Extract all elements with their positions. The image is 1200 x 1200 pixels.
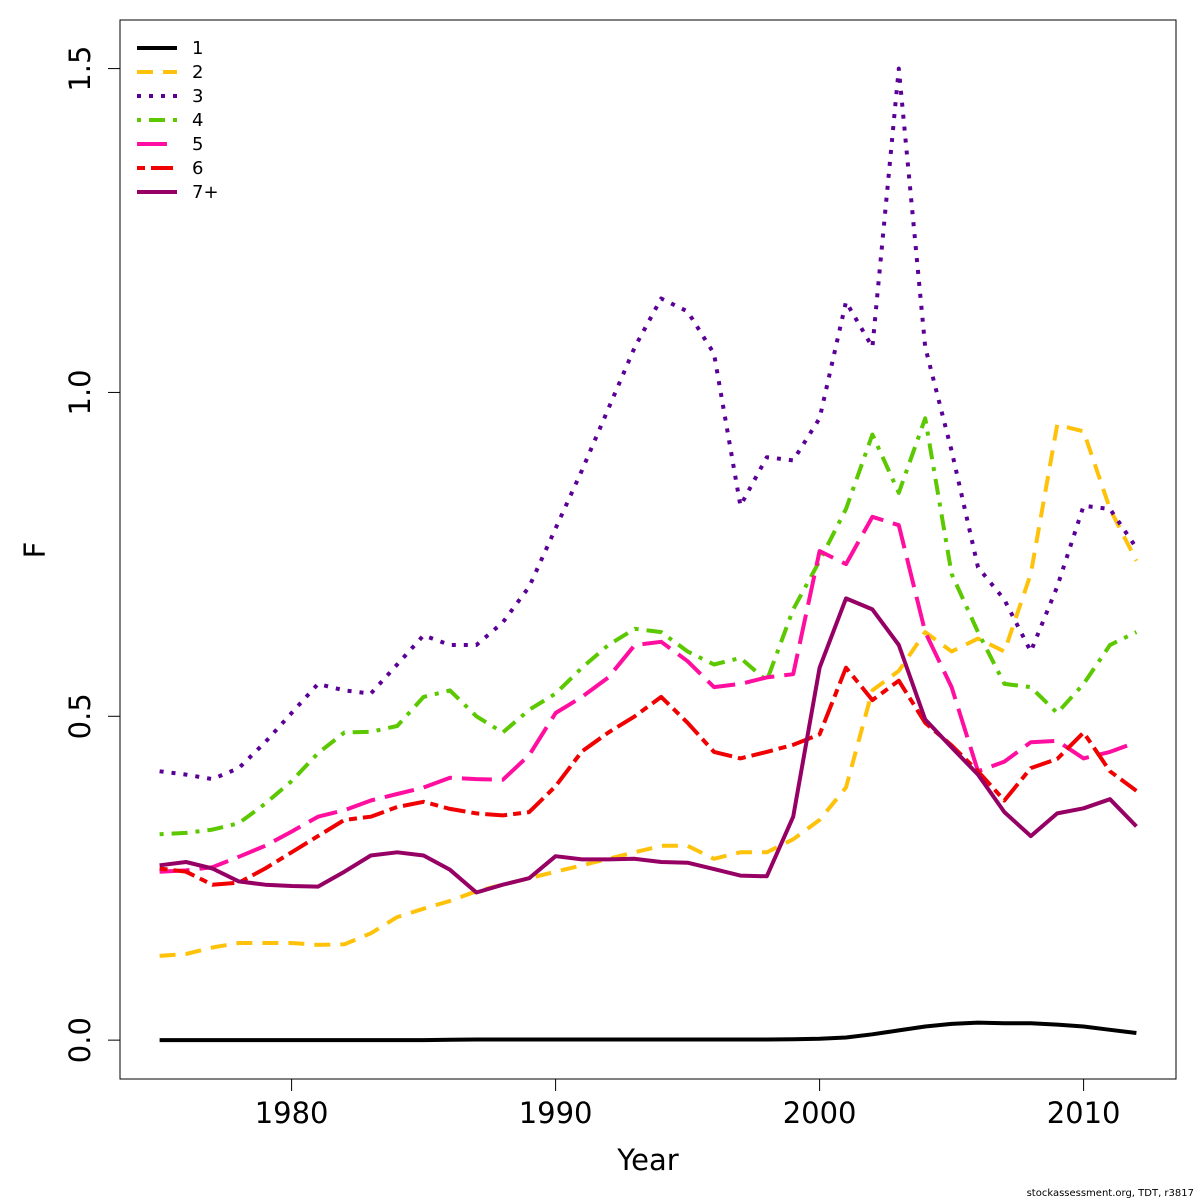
y-axis-title: F [18,542,52,559]
series-line-1 [159,1020,1137,1043]
y-tick-label: 1.5 [63,46,97,92]
y-tick-label: 1.0 [63,369,97,415]
legend: 1 2 3 4 5 6 7+ [137,38,219,203]
legend-label: 6 [192,158,203,179]
series-lines [159,66,1139,1043]
axes: 1980 1990 2000 2010 0.0 0.5 1.0 1.5 [63,46,1121,1130]
plot-frame [119,19,1177,1080]
legend-label: 1 [192,38,203,59]
series-line-3 [159,66,1139,782]
x-tick-label: 2010 [1047,1096,1121,1130]
x-tick-label: 1980 [255,1096,329,1130]
series-line-7plus [159,596,1138,895]
legend-label: 3 [192,86,203,107]
series-line-5 [159,514,1138,874]
series-line-6 [159,665,1138,887]
x-tick-label: 1990 [519,1096,593,1130]
footer-credit: stockassessment.org, TDT, r3817 [1027,1188,1194,1199]
legend-label: 2 [192,62,203,83]
x-axis-title: Year [616,1143,678,1177]
series-line-4 [159,416,1138,837]
legend-label: 4 [192,110,203,131]
y-tick-label: 0.5 [63,693,97,739]
y-tick-label: 0.0 [63,1017,97,1063]
x-tick-label: 2000 [783,1096,857,1130]
legend-label: 7+ [192,182,219,203]
legend-label: 5 [192,134,203,155]
series-line-2 [159,422,1139,958]
